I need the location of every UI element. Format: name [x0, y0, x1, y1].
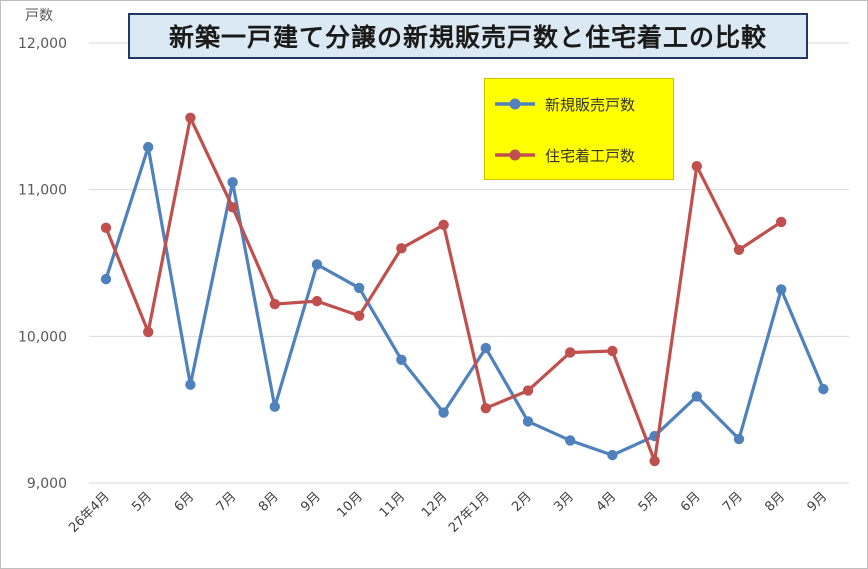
- data-point-series-1: [522, 416, 534, 427]
- data-point-series-1: [565, 435, 576, 446]
- x-tick-label: 10月: [335, 489, 366, 520]
- x-tick-label: 9月: [298, 489, 324, 515]
- data-point-series-2: [776, 216, 787, 228]
- x-tick-label: 6月: [172, 489, 198, 515]
- x-tick-label: 11月: [377, 489, 408, 520]
- series-line-1: [104, 145, 825, 457]
- data-point-series-2: [522, 385, 534, 396]
- x-tick-label: 27年1月: [446, 489, 493, 536]
- y-tick-label: 10,000: [18, 329, 67, 345]
- data-point-series-2: [354, 310, 365, 321]
- data-point-series-2: [396, 243, 407, 254]
- data-point-series-1: [396, 354, 407, 365]
- data-point-series-2: [649, 455, 660, 467]
- data-point-series-2: [480, 403, 491, 414]
- data-point-series-1: [311, 259, 323, 270]
- x-tick-label: 8月: [256, 489, 282, 515]
- y-axis-unit-label: 戸数: [25, 8, 53, 24]
- data-point-series-2: [143, 326, 154, 338]
- data-point-series-1: [818, 383, 829, 395]
- x-tick-label: 7月: [720, 489, 746, 515]
- legend-item-series-1: 新規販売戸数: [493, 94, 635, 114]
- x-tick-label: 5月: [636, 489, 662, 515]
- legend-item-series-2: 住宅着工戸数: [493, 145, 635, 165]
- legend-label-series-2: 住宅着工戸数: [545, 146, 636, 165]
- data-point-series-1: [776, 284, 787, 295]
- data-point-series-1: [607, 449, 618, 461]
- data-point-series-2: [565, 347, 576, 358]
- x-tick-label: 8月: [762, 489, 788, 515]
- data-point-series-2: [438, 219, 449, 231]
- data-point-series-2: [269, 298, 280, 310]
- legend-marker-series-1: [495, 98, 535, 110]
- y-tick-label: 12,000: [18, 36, 67, 52]
- data-point-series-1: [185, 379, 196, 390]
- data-point-series-1: [227, 177, 238, 188]
- x-tick-label: 3月: [551, 489, 577, 515]
- data-point-series-2: [607, 345, 618, 357]
- data-point-series-1: [438, 407, 449, 418]
- data-point-series-1: [354, 282, 365, 294]
- data-point-series-2: [227, 202, 238, 213]
- data-point-series-2: [100, 222, 112, 233]
- legend: 新規販売戸数 住宅着工戸数: [484, 78, 674, 180]
- legend-marker-series-2: [495, 149, 535, 161]
- legend-label-series-1: 新規販売戸数: [545, 95, 636, 114]
- data-point-series-2: [311, 295, 323, 307]
- data-point-series-1: [733, 433, 745, 445]
- data-point-series-1: [691, 391, 702, 402]
- x-tick-label: 5月: [129, 489, 155, 515]
- chart-title-box: 新築一戸建て分譲の新規販売戸数と住宅着工の比較: [128, 13, 808, 59]
- data-point-series-2: [733, 244, 745, 255]
- data-point-series-1: [480, 342, 491, 354]
- data-point-series-1: [269, 401, 280, 412]
- x-tick-label: 26年4月: [66, 489, 113, 536]
- data-point-series-2: [691, 161, 702, 172]
- x-tick-label: 9月: [805, 489, 831, 515]
- y-tick-label: 11,000: [18, 183, 67, 199]
- x-tick-label: 2月: [509, 489, 535, 515]
- x-tick-label: 7月: [214, 489, 240, 515]
- x-tick-label: 4月: [594, 489, 620, 515]
- x-tick-label: 6月: [678, 489, 704, 515]
- x-tick-label: 12月: [419, 489, 450, 520]
- data-point-series-2: [185, 112, 196, 124]
- chart-title: 新築一戸建て分譲の新規販売戸数と住宅着工の比較: [168, 23, 767, 52]
- data-point-series-1: [100, 273, 112, 285]
- y-tick-label: 9,000: [27, 476, 67, 492]
- data-point-series-1: [143, 141, 154, 153]
